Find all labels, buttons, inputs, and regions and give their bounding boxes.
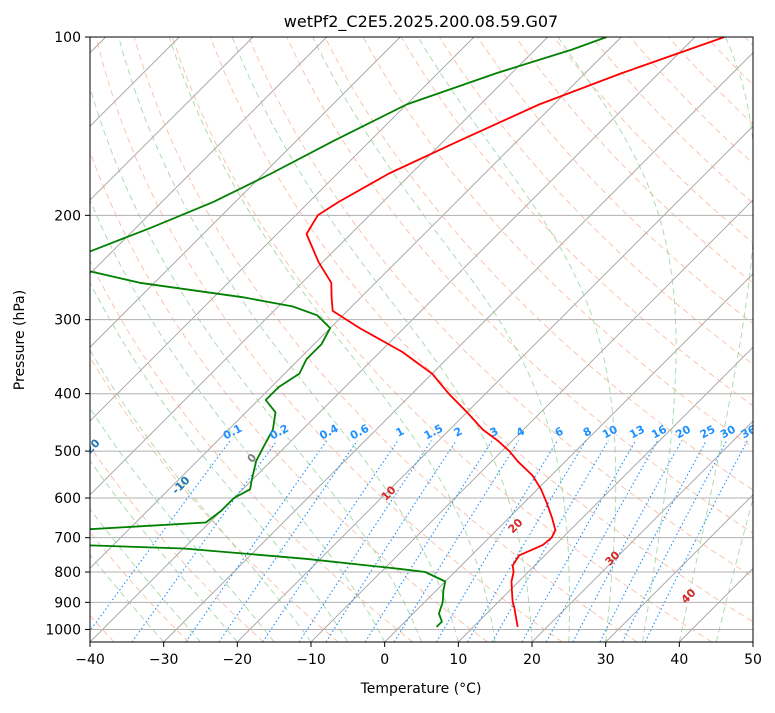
mixing-ratio-label: 25 xyxy=(698,423,718,442)
mixing-ratio-line xyxy=(186,441,327,642)
x-axis-label: Temperature (°C) xyxy=(360,681,482,697)
mixing-ratio-line xyxy=(132,441,277,642)
profile-lines xyxy=(0,37,725,627)
moist-adiabat-line xyxy=(558,37,676,642)
dry-adiabat-label: -20 xyxy=(79,436,102,459)
isotherm-line xyxy=(237,37,775,642)
moist-adiabat-line xyxy=(0,166,237,642)
isotherm-line xyxy=(458,37,775,642)
background-lines xyxy=(0,37,775,642)
mixing-ratio-line xyxy=(365,441,492,642)
plot-frame xyxy=(90,37,753,642)
mixing-ratio-line xyxy=(219,441,357,642)
moist-adiabat-label: 10 xyxy=(379,483,399,503)
mixing-ratio-label: 1 xyxy=(394,425,407,440)
isotherm-line xyxy=(385,37,775,642)
x-tick-label: 30 xyxy=(597,652,615,668)
isotherm-line xyxy=(164,37,769,642)
y-tick-label: 900 xyxy=(54,595,81,611)
mixing-ratio-label: 6 xyxy=(553,424,566,439)
x-tick-label: 50 xyxy=(744,652,762,668)
y-tick-label: 500 xyxy=(54,444,81,460)
moist-adiabat-label: 20 xyxy=(506,516,526,536)
x-tick-label: 10 xyxy=(449,652,467,668)
y-tick-label: 300 xyxy=(54,313,81,329)
mixing-ratio-line xyxy=(82,441,231,642)
dry-adiabat-line xyxy=(58,37,488,642)
moist-adiabat-line xyxy=(753,37,775,642)
isotherm-line xyxy=(90,37,695,642)
dry-adiabat-line xyxy=(96,37,562,642)
y-tick-label: 1000 xyxy=(45,622,81,638)
x-tick-label: 40 xyxy=(670,652,688,668)
dry-adiabat-line xyxy=(516,37,775,642)
x-tick-label: −20 xyxy=(223,652,253,668)
moist-adiabat-line xyxy=(716,37,775,642)
mixing-ratio-label: 13 xyxy=(627,423,647,442)
moist-adiabat-label: 30 xyxy=(603,548,623,568)
mixing-ratio-line xyxy=(263,441,398,642)
x-tick-label: −30 xyxy=(149,652,179,668)
moist-adiabat-line xyxy=(0,188,200,642)
mixing-ratio-label: 0.6 xyxy=(348,422,372,443)
dry-adiabat-line xyxy=(0,37,189,642)
y-tick-label: 700 xyxy=(54,531,81,547)
dry-adiabat-line xyxy=(707,37,775,642)
moist-adiabat-line xyxy=(0,150,274,642)
x-tick-label: −10 xyxy=(296,652,326,668)
mixing-ratio-line xyxy=(622,441,726,642)
mixing-ratio-label: 1.5 xyxy=(422,422,445,443)
y-axis-label: Pressure (hPa) xyxy=(12,290,28,390)
isotherm-line xyxy=(0,37,400,642)
mixing-ratio-label: 20 xyxy=(673,423,693,442)
mixing-ratio-line xyxy=(394,441,519,642)
chart-title: wetPf2_C2E5.2025.200.08.59.G07 xyxy=(284,12,558,32)
isotherm-line xyxy=(753,37,775,642)
moist-adiabat-line xyxy=(679,37,755,642)
moist-adiabat-line xyxy=(418,37,616,642)
isotherm-line xyxy=(679,37,775,642)
dry-adiabat-line xyxy=(668,37,775,642)
mixing-ratio-label: 3 xyxy=(488,425,501,440)
y-tick-label: 800 xyxy=(54,565,81,581)
moist-adiabat-line xyxy=(119,37,459,642)
mixing-ratio-label: 0.1 xyxy=(221,422,244,443)
moist-adiabat-line xyxy=(0,124,311,642)
moist-adiabat-line xyxy=(49,73,384,642)
line-labels: 0.10.20.40.611.52346810131620253036-100-… xyxy=(0,51,759,606)
mixing-ratio-line xyxy=(326,441,456,642)
mixing-ratio-label: 16 xyxy=(649,423,669,442)
moist-adiabat-label: 40 xyxy=(679,586,699,606)
mixing-ratio-line xyxy=(645,441,747,642)
dry-adiabat-line xyxy=(592,37,775,642)
dry-adiabat-label: -30 xyxy=(0,394,18,417)
moist-adiabat-line xyxy=(80,50,422,642)
mixing-ratio-line xyxy=(492,441,608,642)
y-tick-label: 600 xyxy=(54,491,81,507)
x-tick-label: 0 xyxy=(380,652,389,668)
y-tick-label: 100 xyxy=(54,30,81,46)
moist-adiabat-line xyxy=(0,209,164,642)
mixing-ratio-label: 10 xyxy=(600,423,620,442)
mixing-ratio-label: 2 xyxy=(452,425,465,440)
dry-adiabat-line xyxy=(478,37,775,642)
temperature-profile-line xyxy=(307,37,725,627)
x-tick-label: −40 xyxy=(75,652,105,668)
dry-adiabat-line xyxy=(745,37,775,642)
dry-adiabat-line xyxy=(554,37,775,642)
isotherm-line xyxy=(0,37,474,642)
y-tick-label: 200 xyxy=(54,208,81,224)
dry-adiabat-line xyxy=(0,37,338,642)
y-tick-label: 400 xyxy=(54,387,81,403)
x-tick-label: 20 xyxy=(523,652,541,668)
isotherm-line xyxy=(0,37,548,642)
dry-adiabat-label: -10 xyxy=(169,473,192,496)
mixing-ratio-label: 8 xyxy=(581,425,594,440)
mixing-ratio-label: 0.2 xyxy=(268,422,291,443)
mixing-ratio-label: 36 xyxy=(739,423,759,442)
